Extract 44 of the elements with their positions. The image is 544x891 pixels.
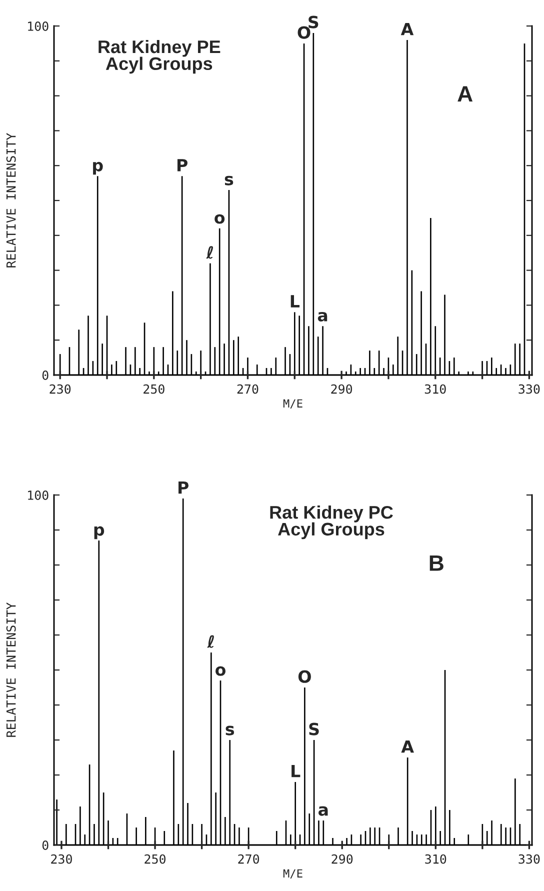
annotation: O xyxy=(298,670,311,683)
x-tick-label: 230 xyxy=(50,384,71,394)
x-tick-label: 330 xyxy=(518,854,540,864)
y-tick-label: 100 xyxy=(28,490,48,500)
annotation: L xyxy=(290,295,300,308)
annotation: P xyxy=(178,481,189,494)
x-tick-label: 310 xyxy=(424,384,446,394)
y-tick-label: 100 xyxy=(28,22,48,31)
annotation: A xyxy=(400,22,414,36)
y-tick-label: 0 xyxy=(42,370,48,380)
x-tick-label: 270 xyxy=(238,854,260,864)
annotation: A xyxy=(458,86,473,102)
annotation: S xyxy=(308,16,318,28)
annotation: B xyxy=(430,555,444,571)
annotation: s xyxy=(226,726,234,736)
annotation: p xyxy=(94,526,104,540)
x-tick-label: 270 xyxy=(237,384,258,394)
annotation: L xyxy=(292,764,300,778)
annotation: ℓ xyxy=(206,246,213,259)
x-tick-label: 310 xyxy=(425,854,446,864)
annotation: o xyxy=(214,214,225,224)
annotation: ℓ xyxy=(206,635,214,648)
annotation: A xyxy=(401,740,414,753)
annotation: S xyxy=(309,722,319,736)
annotation: o xyxy=(215,666,226,676)
x-tick-label: 290 xyxy=(332,854,353,864)
text: Rat Kidney PC Acyl Groups xyxy=(270,506,393,540)
x-axis-title: M/E xyxy=(283,869,302,879)
annotation: P xyxy=(177,159,188,172)
y-axis-title: RELATIVE INTENSITY xyxy=(6,132,16,268)
x-tick-label: 250 xyxy=(144,384,164,394)
x-tick-label: 330 xyxy=(518,384,540,394)
annotation: p xyxy=(93,162,103,175)
x-tick-label: 290 xyxy=(331,384,352,394)
x-axis-title: M/E xyxy=(283,399,302,409)
annotation: O xyxy=(298,26,310,39)
x-tick-label: 230 xyxy=(51,854,72,864)
annotation: a xyxy=(318,312,328,322)
y-axis-title: RELATIVE INTENSITY xyxy=(6,602,16,737)
x-tick-label: 250 xyxy=(144,854,166,864)
annotation: a xyxy=(318,806,328,816)
text: Rat Kidney PE Acyl Groups xyxy=(98,40,220,74)
annotation: s xyxy=(224,176,234,186)
y-tick-label: 0 xyxy=(42,840,48,850)
